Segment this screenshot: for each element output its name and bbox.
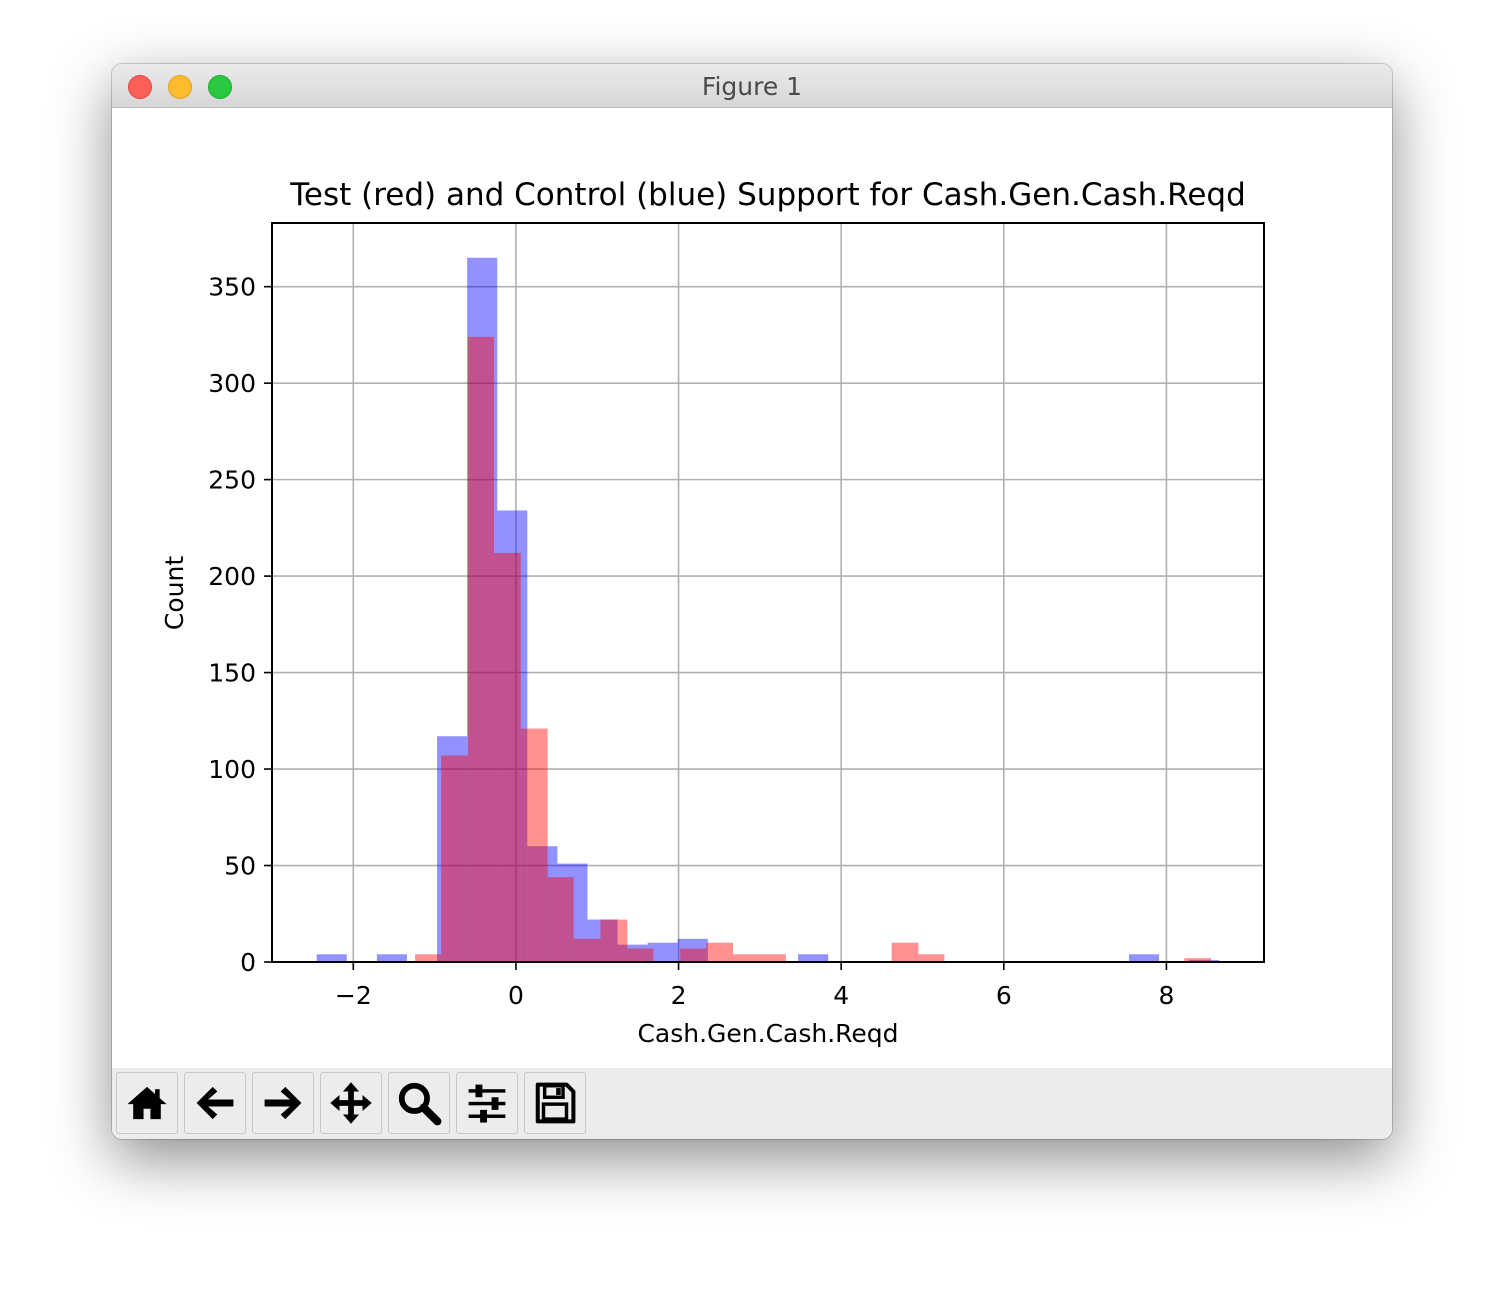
x-axis-label: Cash.Gen.Cash.Reqd: [637, 1019, 898, 1048]
histogram-bar: [891, 942, 919, 962]
histogram-bar: [527, 846, 558, 962]
y-tick-label: 150: [208, 659, 256, 688]
plot-frame: [271, 222, 1265, 963]
histogram-bar: [557, 863, 588, 962]
arrow-left-icon: [196, 1086, 234, 1120]
histogram-bar: [437, 736, 468, 962]
y-tick-label: 200: [208, 562, 256, 591]
histogram-bar: [441, 755, 468, 962]
histogram-bar: [918, 954, 945, 962]
histogram-bar: [1129, 954, 1160, 962]
histogram-bar: [376, 954, 407, 962]
histogram-bar: [647, 942, 678, 962]
x-tick-label: 0: [508, 981, 524, 1010]
histogram-bar: [798, 954, 829, 962]
histogram-bar: [1184, 958, 1212, 962]
control-series: [316, 257, 1220, 962]
histogram-bar: [617, 944, 648, 962]
histogram-chart: Test (red) and Control (blue) Support fo…: [160, 177, 1265, 1048]
move-icon: [330, 1082, 372, 1124]
x-tick-label: −2: [335, 981, 372, 1010]
grid-lines: [272, 223, 1264, 963]
y-axis-label: Count: [160, 556, 189, 630]
histogram-bar: [520, 728, 548, 962]
title-bar: Figure 1: [112, 64, 1392, 108]
configure-subplots-button[interactable]: [456, 1072, 518, 1134]
y-tick-label: 100: [208, 755, 256, 784]
x-tick-label: 2: [671, 981, 687, 1010]
close-window-button[interactable]: [128, 75, 152, 99]
figure-window: Figure 1 Test (red) and Control (blue) S…: [112, 64, 1392, 1139]
arrow-right-icon: [264, 1086, 302, 1120]
zoom-button[interactable]: [388, 1072, 450, 1134]
floppy-disk-icon: [535, 1082, 576, 1124]
home-icon: [127, 1086, 167, 1120]
test-series: [415, 336, 1212, 963]
x-axis: −2 0 2 4 6 8: [335, 962, 1174, 1010]
y-tick-label: 50: [224, 852, 256, 881]
histogram-bar: [627, 948, 654, 962]
back-button[interactable]: [184, 1072, 246, 1134]
histogram-bar: [547, 877, 574, 962]
home-button[interactable]: [116, 1072, 178, 1134]
x-tick-label: 6: [996, 981, 1012, 1010]
histogram-bar: [316, 954, 347, 962]
y-axis: 0 50 100 150 200 250 300 350: [208, 273, 272, 977]
histogram-bar: [680, 948, 707, 962]
maximize-window-button[interactable]: [208, 75, 232, 99]
navigation-toolbar: [112, 1068, 1392, 1139]
magnifier-icon: [398, 1082, 442, 1126]
x-tick-label: 4: [833, 981, 849, 1010]
y-tick-label: 300: [208, 369, 256, 398]
forward-button[interactable]: [252, 1072, 314, 1134]
histogram-bar: [573, 938, 601, 962]
sliders-icon: [468, 1084, 506, 1123]
histogram-bar: [493, 552, 521, 962]
pan-button[interactable]: [320, 1072, 382, 1134]
histogram-bar: [677, 938, 708, 962]
minimize-window-button[interactable]: [168, 75, 192, 99]
histogram-bar: [587, 919, 618, 962]
histogram-bar: [733, 954, 760, 962]
y-tick-label: 350: [208, 273, 256, 302]
histogram-bar: [600, 919, 628, 962]
x-tick-label: 8: [1158, 981, 1174, 1010]
histogram-bar: [467, 257, 498, 962]
histogram-bar: [415, 954, 442, 962]
chart-title: Test (red) and Control (blue) Support fo…: [289, 177, 1246, 213]
histogram-bar: [497, 510, 528, 962]
window-title: Figure 1: [701, 72, 803, 101]
histogram-bar: [467, 336, 494, 963]
histogram-bar: [706, 942, 734, 962]
y-tick-label: 0: [240, 948, 256, 977]
save-button[interactable]: [524, 1072, 586, 1134]
y-tick-label: 250: [208, 466, 256, 495]
histogram-bar: [759, 954, 786, 962]
